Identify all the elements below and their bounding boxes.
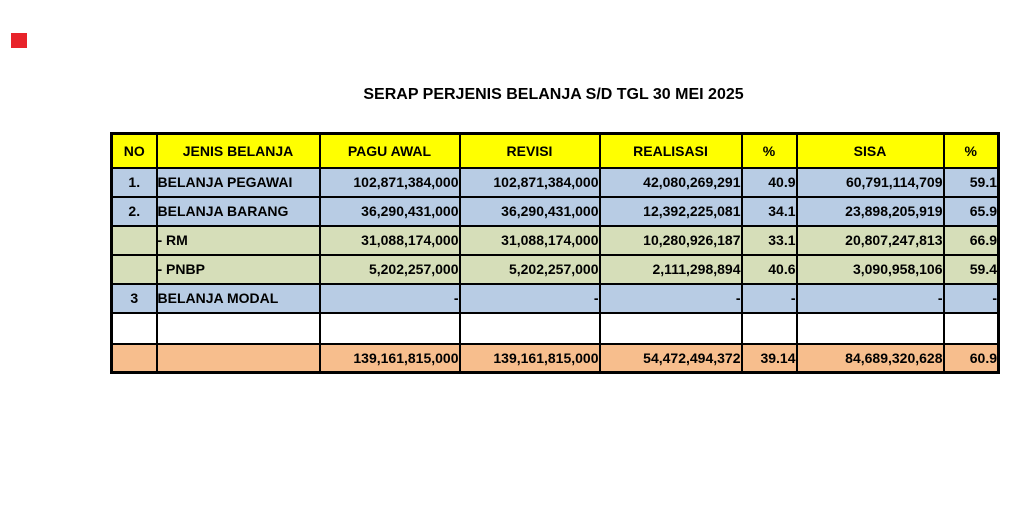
cell-sisa: 23,898,205,919 (795, 195, 945, 227)
cell-realisasi (598, 311, 743, 345)
table-row: 139,161,815,000 139,161,815,000 54,472,494… (110, 342, 1000, 374)
cell-pct-sisa: 66.9 (942, 224, 1000, 256)
red-marker (11, 33, 27, 48)
cell-pct-sisa: - (942, 282, 1000, 314)
cell-jenis-belanja: BELANJA MODAL (155, 282, 321, 314)
cell-pct-realisasi: - (740, 282, 798, 314)
cell-pagu-awal: 5,202,257,000 (318, 253, 461, 285)
cell-realisasi: - (598, 282, 743, 314)
cell-revisi: 5,202,257,000 (458, 253, 601, 285)
cell-pct-sisa: 60.9 (942, 342, 1000, 374)
cell-no: 1. (110, 166, 158, 198)
table-row: - PNBP 5,202,257,000 5,202,257,000 2,111,29… (110, 253, 1000, 285)
cell-jenis-belanja: - RM (155, 224, 321, 256)
cell-revisi: - (458, 282, 601, 314)
cell-sisa: - (795, 282, 945, 314)
cell-realisasi: 12,392,225,081 (598, 195, 743, 227)
cell-realisasi: 54,472,494,372 (598, 342, 743, 374)
cell-pct-realisasi (740, 311, 798, 345)
cell-no: 3 (110, 282, 158, 314)
cell-pct-sisa: 65.9 (942, 195, 1000, 227)
cell-revisi: 139,161,815,000 (458, 342, 601, 374)
cell-no (110, 224, 158, 256)
cell-jenis-belanja (155, 311, 321, 345)
col-header-revisi: REVISI (458, 132, 601, 169)
cell-sisa: 3,090,958,106 (795, 253, 945, 285)
cell-jenis-belanja: - PNBP (155, 253, 321, 285)
cell-no: 2. (110, 195, 158, 227)
cell-realisasi: 42,080,269,291 (598, 166, 743, 198)
cell-pct-realisasi: 40.6 (740, 253, 798, 285)
cell-pagu-awal: 139,161,815,000 (318, 342, 461, 374)
cell-pagu-awal (318, 311, 461, 345)
cell-sisa (795, 311, 945, 345)
cell-pct-sisa (942, 311, 1000, 345)
cell-revisi: 31,088,174,000 (458, 224, 601, 256)
cell-pagu-awal: - (318, 282, 461, 314)
cell-sisa: 84,689,320,628 (795, 342, 945, 374)
cell-realisasi: 10,280,926,187 (598, 224, 743, 256)
table-row (110, 311, 1000, 345)
page-title: SERAP PERJENIS BELANJA S/D TGL 30 MEI 20… (363, 86, 744, 103)
cell-pct-realisasi: 34.1 (740, 195, 798, 227)
cell-no (110, 342, 158, 374)
table-row: 1. BELANJA PEGAWAI 102,871,384,000 102,871,… (110, 166, 1000, 198)
cell-sisa: 60,791,114,709 (795, 166, 945, 198)
cell-sisa: 20,807,247,813 (795, 224, 945, 256)
table-row: 3 BELANJA MODAL - - - - - - (110, 282, 1000, 314)
col-header-pct-realisasi: % (740, 132, 798, 169)
table-row: - RM 31,088,174,000 31,088,174,000 10,280,9… (110, 224, 1000, 256)
cell-jenis-belanja: BELANJA BARANG (155, 195, 321, 227)
cell-pagu-awal: 31,088,174,000 (318, 224, 461, 256)
cell-no (110, 311, 158, 345)
cell-revisi (458, 311, 601, 345)
cell-pct-realisasi: 33.1 (740, 224, 798, 256)
cell-revisi: 102,871,384,000 (458, 166, 601, 198)
cell-pct-sisa: 59.4 (942, 253, 1000, 285)
cell-pagu-awal: 36,290,431,000 (318, 195, 461, 227)
cell-pct-realisasi: 39.14 (740, 342, 798, 374)
col-header-realisasi: REALISASI (598, 132, 743, 169)
cell-jenis-belanja: BELANJA PEGAWAI (155, 166, 321, 198)
col-header-jenis-belanja: JENIS BELANJA (155, 132, 321, 169)
cell-pct-realisasi: 40.9 (740, 166, 798, 198)
cell-pct-sisa: 59.1 (942, 166, 1000, 198)
cell-revisi: 36,290,431,000 (458, 195, 601, 227)
col-header-pagu-awal: PAGU AWAL (318, 132, 461, 169)
cell-realisasi: 2,111,298,894 (598, 253, 743, 285)
header-row: NO JENIS BELANJA PAGU AWAL REVISI REALISASI%… (110, 132, 1000, 169)
cell-no (110, 253, 158, 285)
col-header-no: NO (110, 132, 158, 169)
cell-pagu-awal: 102,871,384,000 (318, 166, 461, 198)
cell-jenis-belanja (155, 342, 321, 374)
budget-table: NO JENIS BELANJA PAGU AWAL REVISI REALISASI%… (110, 132, 1000, 374)
col-header-pct-sisa: % (942, 132, 1000, 169)
table-body: 1. BELANJA PEGAWAI 102,871,384,000 102,871,… (110, 166, 1000, 374)
table-row: 2. BELANJA BARANG 36,290,431,000 36,290,431… (110, 195, 1000, 227)
col-header-sisa: SISA (795, 132, 945, 169)
